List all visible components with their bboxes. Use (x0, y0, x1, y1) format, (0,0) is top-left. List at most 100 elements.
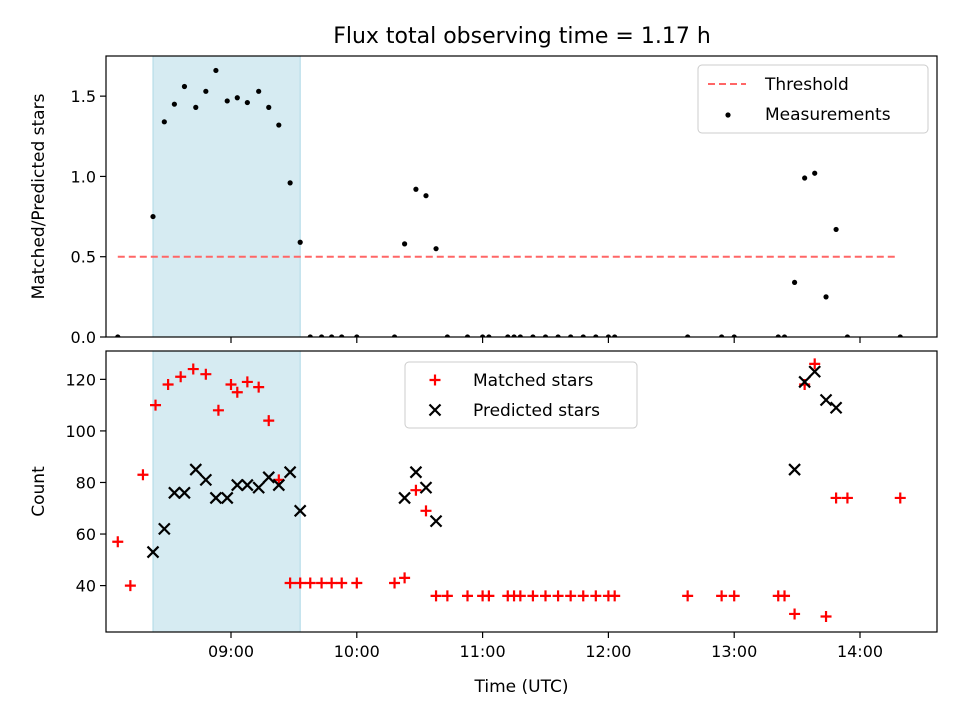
data-point (225, 379, 237, 391)
data-point (241, 376, 253, 388)
data-point (231, 478, 244, 492)
data-point (212, 404, 224, 416)
data-point (552, 590, 564, 602)
legend-threshold-label: Threshold (764, 75, 849, 95)
data-point (791, 279, 798, 286)
data-point (213, 67, 219, 74)
data-point (779, 590, 791, 602)
data-point (181, 83, 188, 90)
data-point (897, 334, 903, 337)
data-point (224, 98, 230, 104)
data-point (542, 334, 549, 337)
data-point (252, 481, 265, 494)
data-point (577, 590, 589, 602)
y-tick-label: 60 (76, 525, 96, 544)
data-point (137, 469, 149, 481)
data-point (808, 365, 821, 378)
data-point (444, 334, 450, 337)
data-point (234, 95, 240, 101)
data-point (256, 88, 262, 94)
legend-swatch (428, 403, 442, 417)
data-point (399, 572, 411, 584)
data-point (819, 393, 833, 407)
legend-swatch (429, 374, 441, 386)
chart-title: Flux total observing time = 1.17 h (333, 24, 711, 49)
data-point (728, 590, 740, 602)
data-point (326, 577, 338, 589)
data-point (158, 522, 171, 536)
data-point (429, 514, 443, 528)
data-point (199, 473, 213, 487)
data-point (307, 334, 313, 337)
data-point (829, 401, 843, 414)
data-point (809, 358, 821, 370)
series-measurements (115, 67, 903, 337)
y-axis-label: Count (29, 466, 49, 517)
legend-measurements-swatch (725, 112, 731, 118)
data-point (189, 463, 203, 476)
plot-area (115, 67, 903, 337)
data-point (161, 119, 167, 125)
data-point (555, 334, 561, 337)
data-point (150, 213, 156, 220)
y-tick-label: 1.5 (71, 87, 96, 106)
data-point (162, 379, 174, 391)
data-point (187, 363, 199, 375)
data-point (203, 88, 209, 94)
data-point (789, 608, 801, 620)
data-point (844, 334, 851, 337)
data-point (462, 590, 474, 602)
data-point (178, 486, 191, 500)
axes-frame (105, 55, 938, 338)
data-point (329, 334, 335, 337)
data-point (423, 193, 429, 199)
data-point (193, 104, 199, 110)
data-point (464, 334, 471, 337)
data-point (294, 577, 306, 589)
data-point (304, 577, 316, 589)
data-point (389, 577, 401, 589)
x-tick-label: 14:00 (837, 642, 883, 661)
data-point (841, 492, 853, 504)
data-point (297, 239, 303, 245)
data-point (441, 590, 453, 602)
x-tick-label: 11:00 (460, 642, 506, 661)
data-point (685, 334, 691, 337)
data-point (568, 334, 574, 337)
data-point (540, 590, 551, 602)
data-point (262, 471, 276, 484)
data-point (580, 334, 586, 337)
data-point (354, 334, 360, 337)
data-point (609, 590, 621, 602)
data-point (231, 386, 243, 398)
data-point (266, 104, 272, 110)
x-tick-label: 12:00 (585, 642, 631, 661)
data-point (316, 577, 328, 589)
data-point (593, 334, 599, 337)
y-tick-label: 80 (76, 473, 96, 492)
data-point (480, 334, 486, 337)
data-point (612, 334, 618, 337)
data-point (124, 580, 136, 592)
data-point (402, 241, 408, 247)
data-point (420, 505, 432, 517)
y-tick-label: 0.0 (71, 328, 96, 347)
data-point (263, 415, 275, 427)
data-point (244, 99, 250, 106)
data-point (209, 491, 223, 505)
x-tick-label: 10:00 (334, 642, 380, 661)
data-point (517, 334, 523, 337)
data-point (339, 334, 345, 337)
data-point (293, 504, 307, 518)
data-point (731, 334, 737, 337)
data-point (146, 545, 160, 559)
data-point (812, 170, 818, 176)
legend-box (404, 361, 638, 429)
data-point (565, 590, 577, 602)
series-predicted-stars (146, 365, 843, 559)
data-point (530, 334, 536, 337)
data-point (781, 334, 788, 337)
data-point (409, 465, 423, 479)
top-panel: 0.0 0.5 1.0 1.5 Matched/Predicted stars Thres… (29, 55, 938, 347)
